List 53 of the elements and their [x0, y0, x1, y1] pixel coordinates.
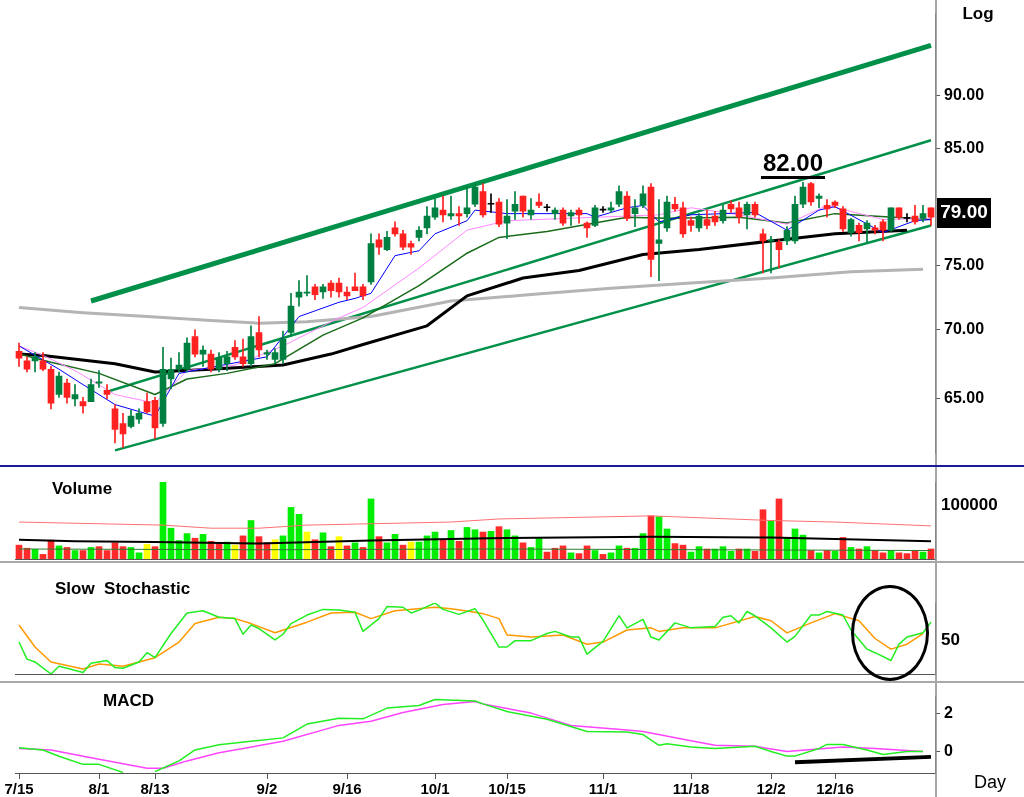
bar: [79, 550, 87, 559]
x-tick-label: 9/2: [256, 780, 278, 797]
x-tick-label: 12/2: [756, 780, 786, 797]
text: Log: [962, 3, 994, 23]
bar: [727, 550, 735, 559]
y-tick-label: 2: [944, 703, 953, 721]
text: 50: [941, 629, 960, 649]
bar: [599, 554, 607, 559]
candlestick: [455, 206, 463, 226]
bar: [751, 550, 759, 559]
bar: [903, 553, 911, 559]
x-tick-label: 8/1: [88, 780, 110, 797]
y-tick-label: 0: [944, 741, 953, 759]
y-tick-label: 70.00: [944, 320, 985, 338]
bar: [831, 550, 839, 559]
x-axis-title: Day: [973, 771, 1007, 792]
x-tick-label: 8/13: [140, 780, 170, 797]
y-tick-label: 75.00: [944, 255, 985, 273]
x-tick-label: 9/16: [332, 780, 362, 797]
chart-title: Volume: [52, 478, 113, 498]
chart-title: Slow Stochastic: [55, 578, 191, 598]
candlestick: [95, 370, 103, 388]
candlestick: [463, 186, 471, 218]
candlestick: [759, 228, 767, 274]
text: 100000: [941, 494, 998, 514]
candlestick: [543, 203, 551, 212]
text: 79.00: [940, 201, 988, 223]
bar: [103, 550, 111, 559]
bar: [591, 550, 599, 559]
bar: [71, 550, 79, 559]
x-tick-label: 11/1: [588, 780, 618, 797]
candlestick: [303, 275, 311, 297]
candlestick: [175, 352, 183, 373]
bar: [39, 554, 47, 559]
candlestick: [903, 213, 911, 223]
y-tick-label: 85.00: [944, 139, 985, 157]
candlestick: [447, 195, 455, 220]
x-tick-label: 10/1: [420, 780, 450, 797]
candlestick: [815, 193, 823, 209]
candlestick: [487, 193, 495, 213]
candlestick: [631, 199, 639, 227]
x-tick-label: 7/15: [4, 780, 34, 797]
bar: [575, 553, 583, 559]
y-tick-label: 90.00: [944, 86, 985, 104]
x-tick-label: 12/16: [816, 780, 854, 797]
chart-title: MACD: [103, 690, 154, 710]
y-tick-label: 65.00: [944, 389, 985, 407]
candlestick: [263, 349, 271, 360]
x-tick-label: 11/18: [672, 780, 710, 797]
candlestick: [31, 352, 39, 373]
x-tick-label: 10/15: [488, 780, 526, 797]
candlestick: [71, 384, 79, 407]
annotation: 82.00: [762, 149, 824, 177]
